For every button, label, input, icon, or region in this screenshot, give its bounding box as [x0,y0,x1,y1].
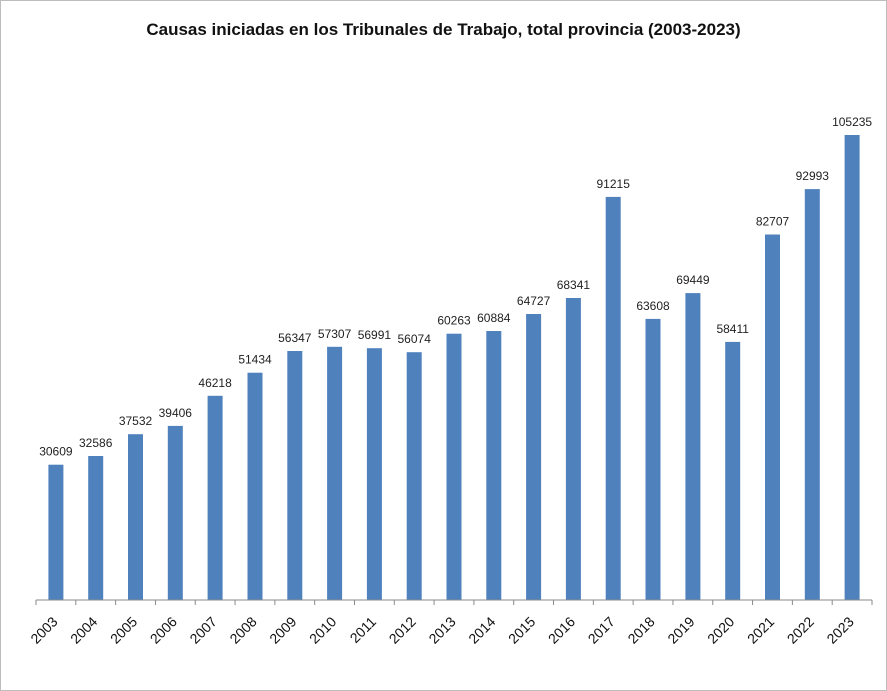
value-label-2023: 105235 [832,115,872,129]
x-tick-label-2016: 2016 [545,613,578,646]
value-label-2010: 57307 [318,327,352,341]
bar-2008 [247,372,263,600]
x-tick-label-2005: 2005 [107,613,140,646]
value-label-2004: 32586 [79,436,113,450]
bar-2005 [128,434,143,600]
x-ticks-group [35,600,873,605]
x-tick-label-2017: 2017 [585,613,618,646]
x-tick-label-2020: 2020 [704,613,737,646]
value-label-2003: 30609 [39,445,73,459]
x-tick-label-2014: 2014 [465,613,498,646]
value-label-2020: 58411 [716,322,749,336]
x-tick-label-2019: 2019 [664,613,697,646]
chart-title: Causas iniciadas en los Tribunales de Tr… [146,20,741,39]
value-label-2009: 56347 [278,331,312,345]
bar-2017 [605,196,621,600]
bar-2015 [526,314,542,600]
x-tick-label-2009: 2009 [266,613,299,646]
value-label-2017: 91215 [597,177,631,191]
value-label-2013: 60263 [437,314,471,328]
x-tick-label-2021: 2021 [744,613,777,646]
bar-2019 [685,293,701,600]
value-label-2005: 37532 [119,414,153,428]
value-label-2006: 39406 [159,406,193,420]
value-label-2018: 63608 [636,299,670,313]
bar-2009 [287,351,303,600]
bar-2020 [725,341,741,600]
value-label-2016: 68341 [557,278,591,292]
x-tick-label-2010: 2010 [306,613,339,646]
value-label-2007: 46218 [198,376,232,390]
bars-group [48,135,860,600]
bar-2004 [88,456,104,600]
value-label-2022: 92993 [796,169,830,183]
value-label-2012: 56074 [398,332,432,346]
bar-2022 [804,189,820,600]
value-label-2019: 69449 [676,273,710,287]
bar-2007 [207,395,223,600]
bar-2003 [48,464,64,600]
x-tick-label-2023: 2023 [823,613,856,646]
x-tick-label-2018: 2018 [624,613,657,646]
x-tick-label-2008: 2008 [226,613,259,646]
bar-2011 [366,348,382,600]
x-tick-label-2004: 2004 [67,613,100,646]
x-tick-label-2003: 2003 [27,613,60,646]
x-tick-label-2012: 2012 [386,613,419,646]
bar-2010 [327,346,343,600]
bar-2012 [406,352,422,600]
x-tick-label-2013: 2013 [425,613,458,646]
value-label-2021: 82707 [756,215,790,229]
x-tick-label-2007: 2007 [186,613,219,646]
value-label-2014: 60884 [477,311,511,325]
value-label-2015: 64727 [517,294,551,308]
bar-2014 [486,331,502,600]
x-tick-labels-group: 2003 2004 2005 2006 2007 2008 2009 2010 2011 2012… [27,613,857,646]
x-tick-label-2006: 2006 [147,613,180,646]
bar-2006 [167,425,183,600]
value-label-2008: 51434 [238,353,272,367]
bar-2018 [645,318,661,600]
bar-2013 [446,333,462,600]
bar-2023 [844,135,860,600]
value-labels-group: 30609 32586 37532 39406 46218 51434 56347 57307… [39,115,872,459]
bar-2021 [765,234,780,600]
value-label-2011: 56991 [358,328,392,342]
x-tick-label-2015: 2015 [505,613,538,646]
x-tick-label-2022: 2022 [784,613,817,646]
bar-2016 [565,298,581,600]
x-tick-label-2011: 2011 [347,613,380,646]
